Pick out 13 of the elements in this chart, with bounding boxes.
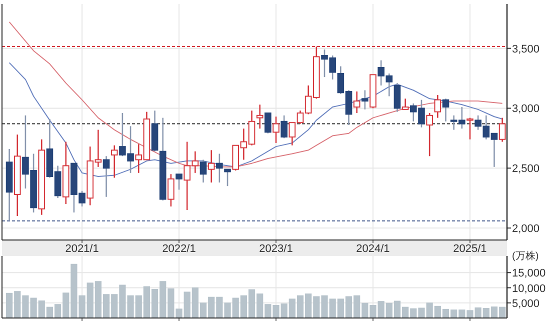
y-tick-label: 15,000 (512, 268, 546, 280)
x-tick-label: 2022/1 (162, 243, 196, 255)
y-tick-label: 2,000 (512, 223, 540, 236)
y-tick-label: 10,000 (512, 282, 546, 295)
y-tick-label: 3,500 (512, 43, 540, 56)
y-tick-label: 5,000 (512, 298, 540, 310)
x-tick-label: 2025/1 (453, 243, 487, 255)
y-tick-label: 2,500 (512, 163, 540, 176)
y-axis-title: (万株) (512, 250, 539, 262)
y-tick-label: 3,000 (512, 103, 540, 116)
x-tick-label: 2023/1 (259, 243, 293, 255)
x-tick-label: 2021/1 (65, 243, 99, 255)
x-tick-label: 2024/1 (356, 243, 390, 255)
